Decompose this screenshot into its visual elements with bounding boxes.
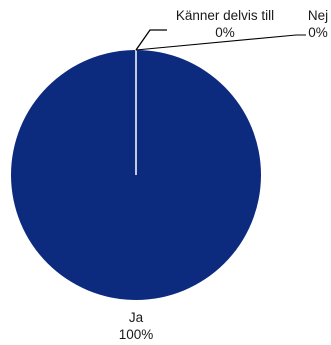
label-category-ja: Ja [129, 310, 144, 325]
label-percent-nej: 0% [308, 25, 328, 40]
leader-line-kanner-delvis-till [135, 29, 167, 51]
label-percent-ja: 100% [119, 327, 154, 342]
leader-line-nej [135, 34, 306, 51]
label-percent-kanner-delvis-till: 0% [215, 25, 235, 40]
label-category-nej: Nej [308, 8, 328, 23]
label-category-kanner-delvis-till: Känner delvis till [176, 8, 274, 23]
